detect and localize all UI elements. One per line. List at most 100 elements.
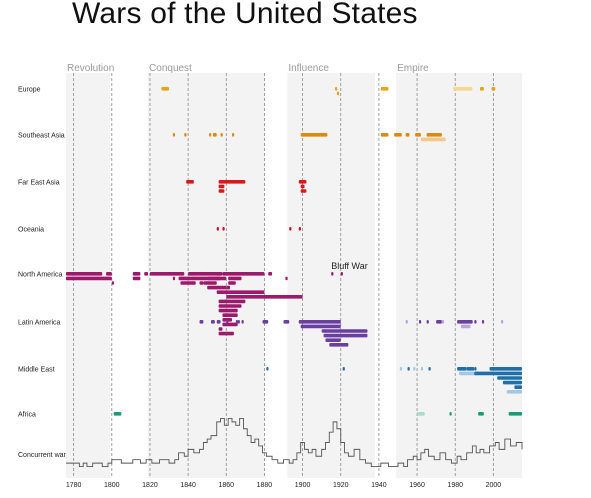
concurrent-war-path: [66, 417, 523, 468]
war-bar-0-5: [480, 87, 484, 91]
war-bar-2-1: [218, 180, 246, 184]
era-label-3: Empire: [397, 63, 429, 74]
war-bar-3-0: [216, 227, 219, 231]
page-title: Wars of the United States: [72, 0, 418, 30]
war-bar-2-3: [218, 189, 225, 193]
war-bar-4-27: [222, 313, 238, 317]
war-bar-5-10: [300, 324, 341, 329]
war-bar-6-16: [506, 390, 522, 394]
war-bar-4-21: [226, 285, 231, 290]
war-bar-5-25: [501, 320, 504, 324]
era-band-3: [396, 73, 522, 478]
war-bar-6-0: [266, 367, 269, 371]
war-bar-2-2: [218, 184, 225, 189]
war-bar-7-0: [113, 412, 122, 416]
era-label-2: Influence: [288, 63, 329, 74]
war-bar-0-1: [335, 87, 338, 91]
war-bar-6-12: [489, 367, 522, 371]
region-label-3: Oceania: [18, 227, 44, 234]
war-bar-6-9: [466, 367, 475, 371]
war-bar-1-7: [380, 133, 389, 137]
war-bar-2-6: [300, 189, 307, 193]
war-bar-6-15: [514, 385, 522, 389]
war-bar-4-32: [268, 272, 273, 276]
tick-label-10: 1980: [447, 482, 463, 489]
war-bar-4-5: [132, 276, 141, 281]
region-label-concurrent: Concurrent war: [18, 452, 67, 459]
war-bar-0-4: [453, 87, 473, 91]
tick-label-9: 1960: [409, 482, 425, 489]
war-bar-4-28: [222, 318, 232, 322]
war-bar-6-6: [428, 367, 431, 371]
war-bar-5-3: [226, 320, 229, 324]
region-label-7: Africa: [18, 412, 36, 419]
war-bar-6-5: [420, 367, 424, 371]
region-label-4: North America: [18, 272, 62, 279]
war-bar-6-4: [413, 367, 416, 371]
war-bar-1-6: [300, 133, 328, 137]
region-label-5: Latin America: [18, 320, 61, 327]
war-bar-7-4: [508, 412, 522, 416]
era-label-0: Revolution: [67, 63, 114, 74]
war-bar-6-3: [407, 367, 410, 371]
war-bar-1-10: [415, 133, 421, 137]
war-bar-5-14: [329, 343, 349, 347]
war-bar-5-8: [283, 320, 290, 324]
war-bar-6-11: [474, 371, 522, 376]
war-bar-4-16: [207, 285, 227, 290]
war-bar-1-11: [420, 137, 446, 142]
war-bar-5-18: [436, 320, 442, 324]
war-bar-5-4: [235, 320, 239, 324]
war-bar-4-1: [66, 276, 112, 281]
war-bar-1-1: [184, 133, 187, 137]
tick-label-4: 1860: [218, 482, 234, 489]
war-bar-5-7: [262, 320, 269, 324]
annotation-0: Bluff War: [331, 261, 368, 271]
war-bar-4-2: [106, 272, 112, 276]
war-bar-5-2: [216, 320, 221, 324]
war-bar-3-1: [222, 227, 225, 231]
war-bar-4-10: [180, 281, 196, 285]
region-label-0: Europe: [18, 87, 41, 94]
war-bar-6-10: [474, 367, 477, 371]
region-label-6: Middle East: [18, 367, 55, 374]
tick-label-5: 1880: [257, 482, 273, 489]
war-bar-2-5: [300, 184, 305, 189]
war-bar-4-22: [216, 290, 265, 294]
tick-label-1: 1800: [104, 482, 120, 489]
war-bar-4-29: [222, 322, 238, 327]
war-bar-5-21: [460, 324, 471, 329]
war-bar-5-9: [298, 320, 341, 324]
tick-label-2: 1820: [142, 482, 158, 489]
war-bar-4-4: [132, 272, 141, 276]
war-bar-4-23: [226, 295, 303, 299]
war-bar-4-9: [178, 276, 194, 281]
war-bar-5-0: [199, 320, 204, 324]
annotations: Bluff War: [331, 261, 368, 271]
war-bar-4-6: [144, 272, 149, 276]
war-bar-5-5: [237, 320, 240, 324]
war-bar-5-20: [457, 320, 473, 324]
tick-label-11: 2000: [486, 482, 502, 489]
war-bar-0-2: [336, 91, 340, 96]
war-bar-4-35: [340, 272, 343, 276]
war-bar-5-15: [405, 320, 408, 324]
war-bar-4-34: [331, 272, 334, 276]
war-bars: [66, 87, 522, 416]
war-bar-6-7: [457, 367, 467, 371]
war-bar-4-24: [218, 299, 246, 304]
war-bar-4-33: [285, 276, 288, 281]
war-bar-6-8: [459, 371, 479, 376]
war-bar-6-1: [342, 367, 345, 371]
war-bar-1-12: [426, 133, 442, 137]
war-bar-5-12: [323, 333, 368, 338]
region-label-2: Far East Asia: [18, 180, 60, 187]
war-bar-1-8: [394, 133, 402, 137]
war-bar-5-17: [426, 320, 429, 324]
era-label-1: Conquest: [149, 63, 192, 74]
era-band-2: [287, 73, 376, 478]
war-bar-4-18: [222, 272, 265, 276]
tick-label-7: 1920: [333, 482, 349, 489]
war-bar-0-3: [380, 87, 389, 91]
war-bar-5-24: [481, 320, 485, 324]
